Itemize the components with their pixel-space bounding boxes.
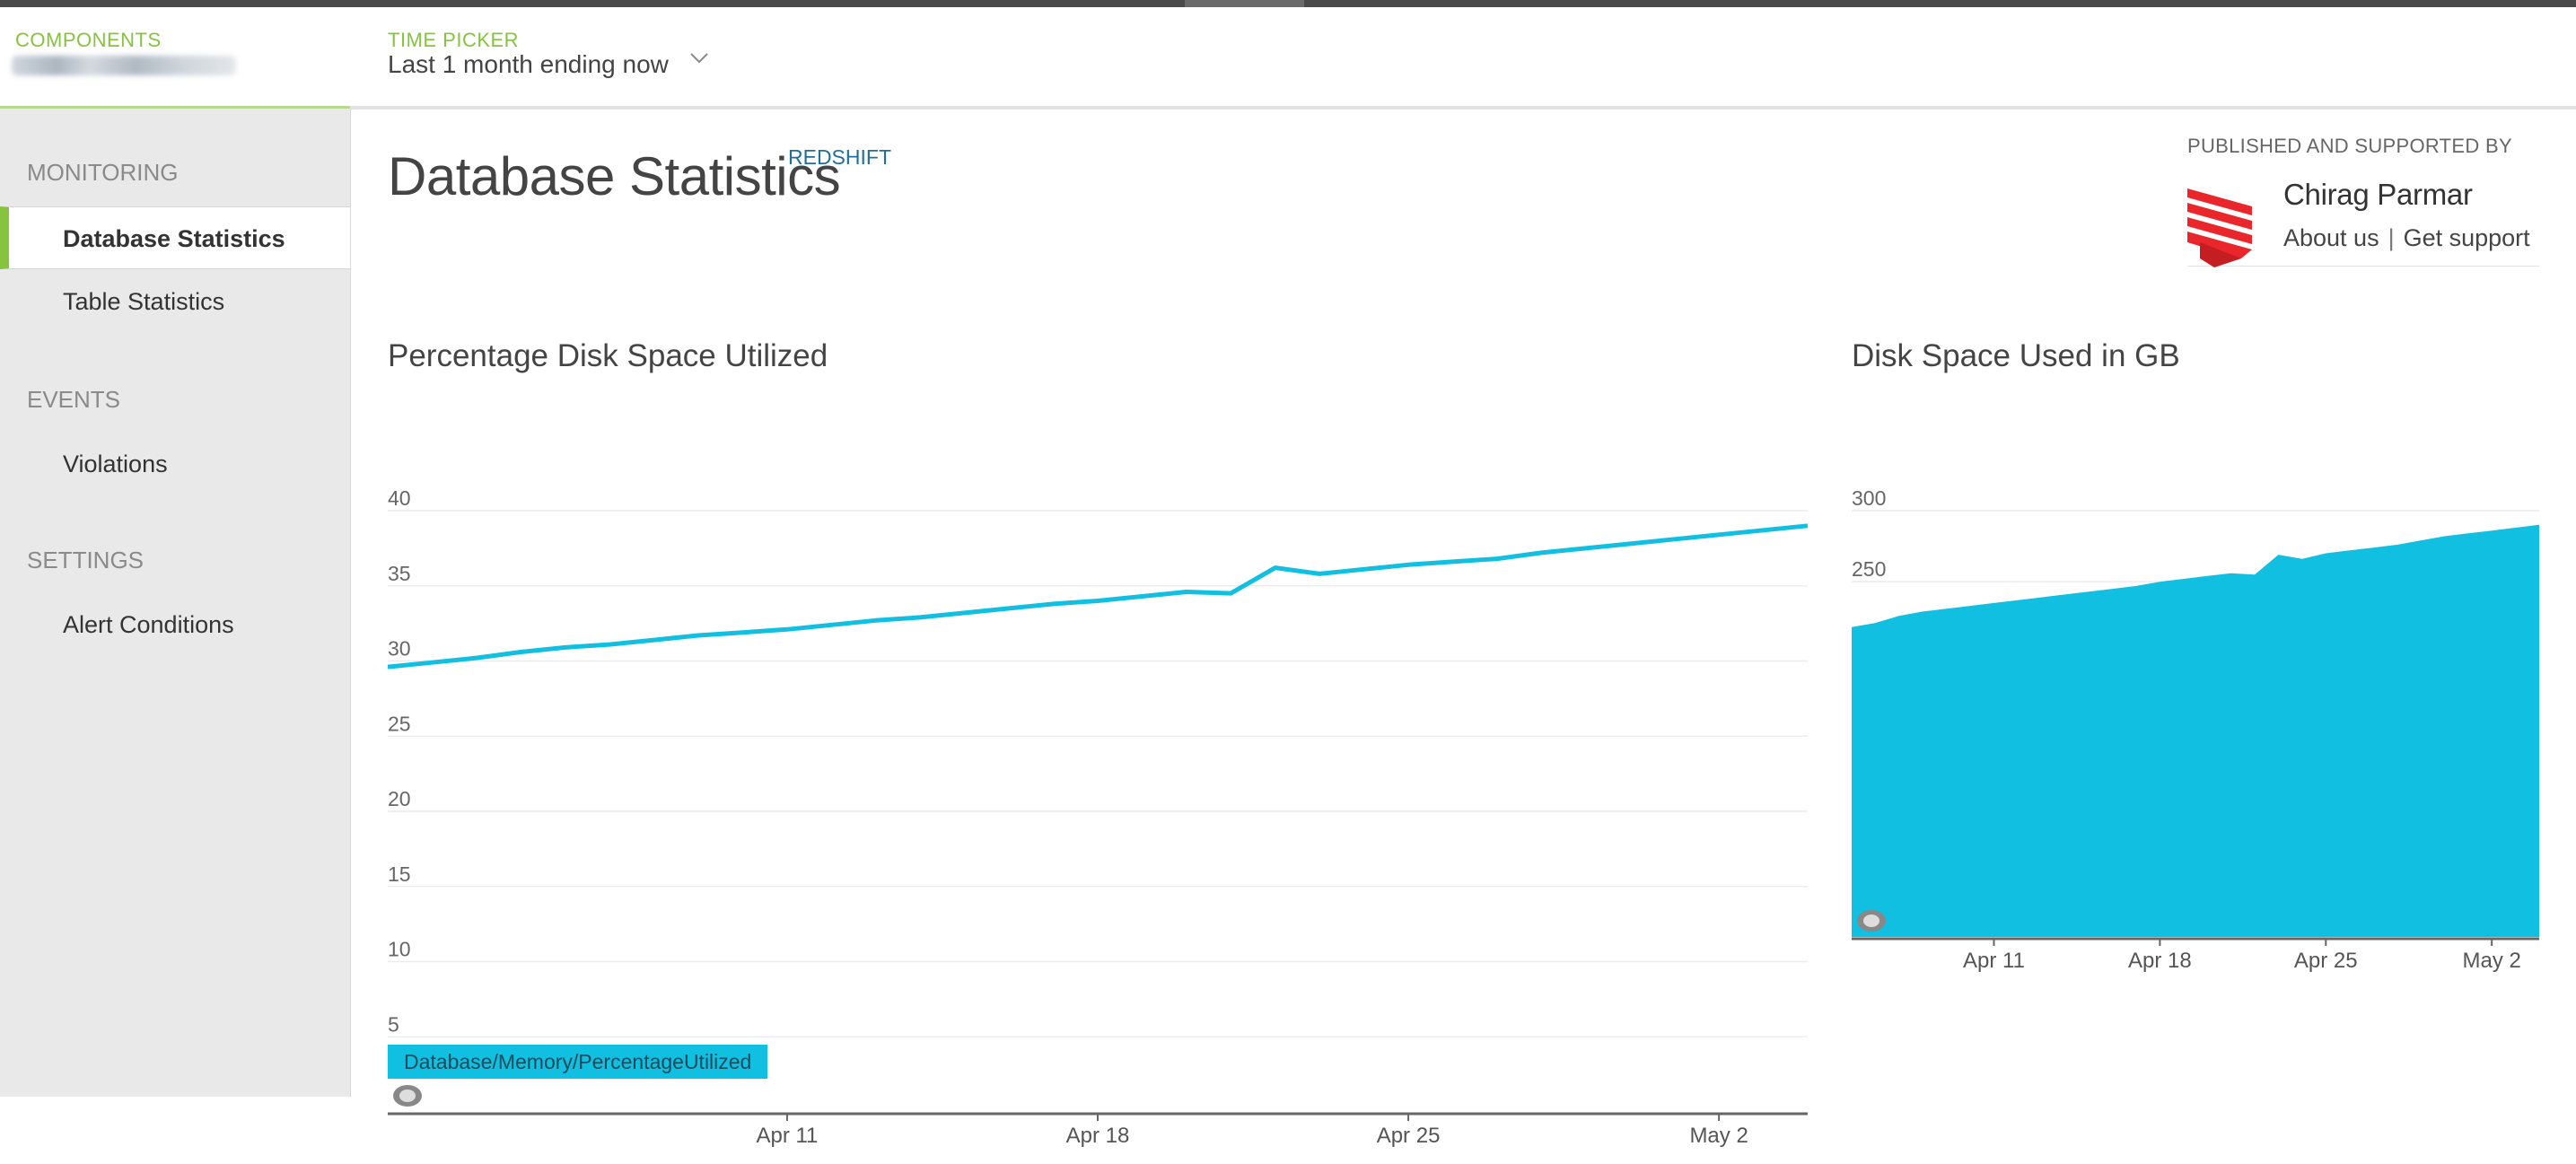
top-bar-active-tab[interactable] <box>1185 0 1304 7</box>
sidebar-item-violations[interactable]: Violations <box>63 451 168 477</box>
components-value-redacted <box>12 56 236 75</box>
link-separator: | <box>2388 224 2395 251</box>
sidebar-section-monitoring: MONITORING <box>27 159 179 186</box>
sidebar: MONITORING Database Statistics Table Sta… <box>0 109 351 1097</box>
x-tick-label: Apr 25 <box>2294 949 2358 973</box>
series-line <box>388 523 1809 670</box>
y-tick-label: 250 <box>1852 557 1886 581</box>
y-tick-label: 15 <box>388 862 411 886</box>
page-badge: REDSHIFT <box>788 145 891 169</box>
time-picker-label: TIME PICKER <box>388 29 520 51</box>
x-tick-label: Apr 18 <box>2128 949 2192 973</box>
y-tick-label: 10 <box>388 938 411 961</box>
chart-settings-icon-inner <box>1863 915 1879 927</box>
publisher-logo <box>2187 188 2252 267</box>
time-picker-value[interactable]: Last 1 month ending now <box>388 50 669 78</box>
chart-title-percentage-disk: Percentage Disk Space Utilized <box>388 338 828 373</box>
top-bar <box>0 0 2576 7</box>
chart-title-disk-space-gb: Disk Space Used in GB <box>1852 338 2180 373</box>
y-tick-label: 5 <box>388 1012 399 1036</box>
x-tick-label: May 2 <box>1689 1124 1748 1148</box>
sidebar-section-events: EVENTS <box>27 386 121 413</box>
area-series <box>1852 524 2539 937</box>
legend-item-percentage-utilized[interactable]: Database/Memory/PercentageUtilized <box>388 1045 768 1079</box>
sidebar-section-settings: SETTINGS <box>27 547 145 573</box>
components-label: COMPONENTS <box>15 29 162 51</box>
y-tick-label: 30 <box>388 637 411 661</box>
publisher-heading: PUBLISHED AND SUPPORTED BY <box>2187 135 2512 157</box>
x-tick-label: Apr 11 <box>1963 949 2025 973</box>
components-selector[interactable]: COMPONENTS <box>0 7 351 109</box>
time-picker[interactable]: TIME PICKER Last 1 month ending now <box>350 7 2576 109</box>
publisher-name: Chirag Parmar <box>2283 178 2473 211</box>
y-tick-label: 300 <box>1852 486 1886 510</box>
chevron-down-icon[interactable] <box>688 47 711 70</box>
about-us-link[interactable]: About us <box>2283 224 2379 251</box>
get-support-link[interactable]: Get support <box>2403 224 2530 251</box>
y-tick-label: 40 <box>388 486 411 510</box>
x-tick-label: May 2 <box>2462 949 2520 973</box>
y-tick-label: 25 <box>388 712 411 735</box>
sidebar-item-database-statistics[interactable]: Database Statistics <box>0 206 350 269</box>
main-content: Database Statistics REDSHIFT PUBLISHED A… <box>351 109 2576 1148</box>
x-tick-label: Apr 11 <box>756 1124 818 1148</box>
publisher-links: About us | Get support <box>2283 224 2530 252</box>
y-tick-label: 35 <box>388 562 411 585</box>
y-tick-label: 20 <box>388 787 411 810</box>
chart-settings-icon-inner <box>399 1090 416 1102</box>
x-tick-label: Apr 18 <box>1066 1124 1130 1148</box>
page-title: Database Statistics <box>388 146 841 206</box>
sidebar-item-table-statistics[interactable]: Table Statistics <box>63 288 225 315</box>
x-tick-label: Apr 25 <box>1377 1124 1441 1148</box>
sidebar-item-alert-conditions[interactable]: Alert Conditions <box>63 611 234 638</box>
publisher-panel: PUBLISHED AND SUPPORTED BY Chirag Parmar… <box>2187 135 2539 267</box>
